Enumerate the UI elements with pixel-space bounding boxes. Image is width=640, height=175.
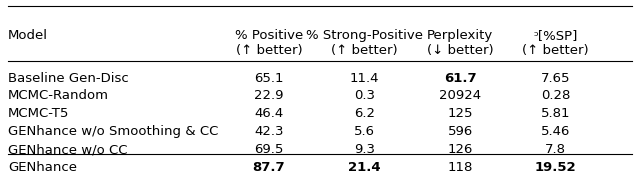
Text: 46.4: 46.4 <box>254 107 284 120</box>
Text: MCMC-T5: MCMC-T5 <box>8 107 69 120</box>
Text: 596: 596 <box>447 125 473 138</box>
Text: GENhance: GENhance <box>8 161 77 174</box>
Text: Model: Model <box>8 29 48 43</box>
Text: 61.7: 61.7 <box>444 72 477 85</box>
Text: 20924: 20924 <box>439 89 481 102</box>
Text: 87.7: 87.7 <box>253 161 285 174</box>
Text: % Positive
(↑ better): % Positive (↑ better) <box>235 29 303 57</box>
Text: 125: 125 <box>447 107 473 120</box>
Text: 118: 118 <box>447 161 473 174</box>
Text: 0.3: 0.3 <box>354 89 375 102</box>
Text: 11.4: 11.4 <box>350 72 380 85</box>
Text: GENhance w/o Smoothing & CC: GENhance w/o Smoothing & CC <box>8 125 218 138</box>
Text: ᵓ[%SP]
(↑ better): ᵓ[%SP] (↑ better) <box>522 29 589 57</box>
Text: 6.2: 6.2 <box>354 107 375 120</box>
Text: 9.3: 9.3 <box>354 143 375 156</box>
Text: 0.28: 0.28 <box>541 89 570 102</box>
Text: 7.65: 7.65 <box>541 72 570 85</box>
Text: 65.1: 65.1 <box>254 72 284 85</box>
Text: Perplexity
(↓ better): Perplexity (↓ better) <box>427 29 493 57</box>
Text: 5.6: 5.6 <box>354 125 375 138</box>
Text: % Strong-Positive
(↑ better): % Strong-Positive (↑ better) <box>306 29 423 57</box>
Text: 21.4: 21.4 <box>348 161 381 174</box>
Text: MCMC-Random: MCMC-Random <box>8 89 109 102</box>
Text: 69.5: 69.5 <box>254 143 284 156</box>
Text: GENhance w/o CC: GENhance w/o CC <box>8 143 127 156</box>
Text: 7.8: 7.8 <box>545 143 566 156</box>
Text: 5.81: 5.81 <box>541 107 570 120</box>
Text: 126: 126 <box>447 143 473 156</box>
Text: 5.46: 5.46 <box>541 125 570 138</box>
Text: 19.52: 19.52 <box>535 161 577 174</box>
Text: 22.9: 22.9 <box>254 89 284 102</box>
Text: 42.3: 42.3 <box>254 125 284 138</box>
Text: Baseline Gen-Disc: Baseline Gen-Disc <box>8 72 129 85</box>
